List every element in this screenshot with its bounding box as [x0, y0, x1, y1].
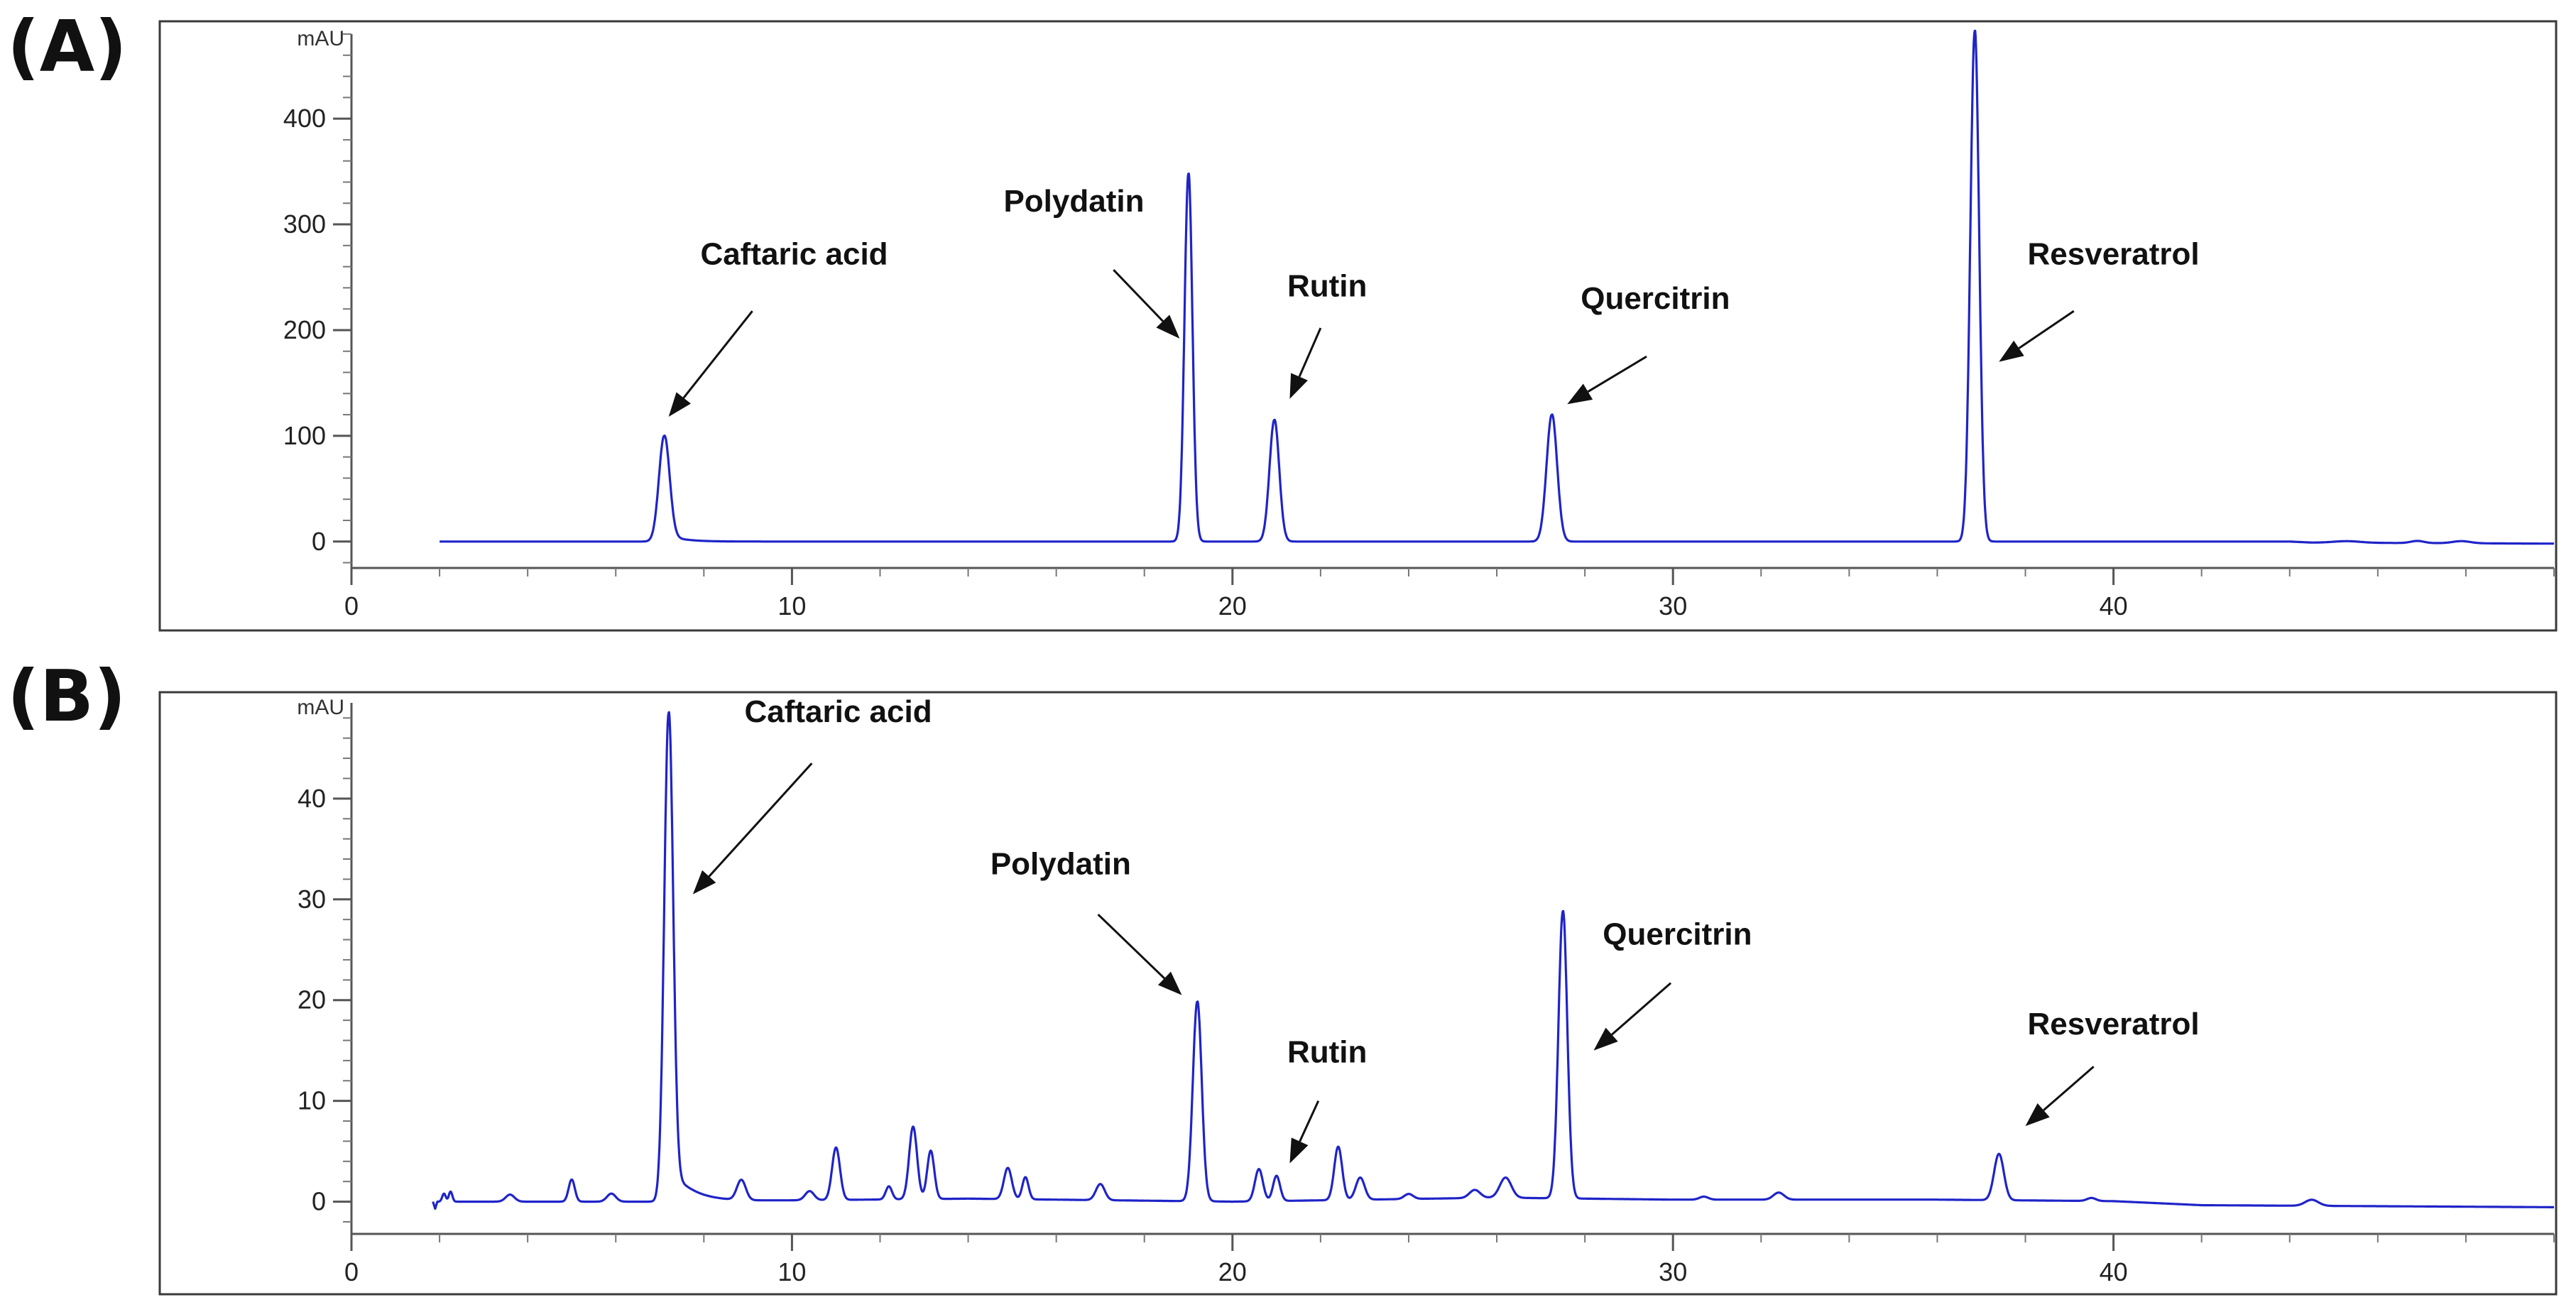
- peak-label: Caftaric acid: [700, 237, 888, 272]
- chart-panel-b: (B) 0 10 20 30 40 0 10 20 30 40 mAU min Caftaric acid…: [7, 655, 2576, 1296]
- x-tick-label: 40: [2100, 1257, 2128, 1286]
- peak-label: Caftaric acid: [744, 694, 932, 729]
- x-unit-label: min: [2558, 1258, 2576, 1281]
- annotation-arrow-line: [682, 310, 753, 399]
- panel-label: (A): [7, 5, 127, 88]
- annotation-arrow-head: [2025, 1103, 2050, 1127]
- x-tick-label: 30: [1659, 1257, 1687, 1286]
- annotation-arrow-line: [2043, 1066, 2095, 1111]
- annotation-arrow-head: [1593, 1027, 1618, 1051]
- chromatogram-trace: [439, 29, 2555, 545]
- annotation-arrow-head: [692, 870, 716, 895]
- annotation-arrow-line: [708, 762, 813, 878]
- annotation-arrow-head: [1289, 1137, 1309, 1164]
- annotation-arrow-line: [1113, 269, 1164, 322]
- y-tick-label: 20: [298, 985, 326, 1015]
- panel-label: (B): [7, 655, 126, 738]
- chart-panel-a: (A) 0 100 200 300 400 0 10 20 30 40 mAU min Caftaric …: [7, 5, 2576, 632]
- annotation-arrow-line: [1299, 1100, 1320, 1142]
- y-tick-label: 300: [283, 209, 326, 239]
- annotation-arrow-line: [1298, 327, 1322, 378]
- annotation-arrow-line: [2018, 310, 2075, 349]
- peak-label: Resveratrol: [2028, 237, 2200, 272]
- annotation-arrow-line: [1097, 913, 1166, 980]
- peak-label: Quercitrin: [1603, 917, 1752, 952]
- y-tick-label: 30: [298, 885, 326, 914]
- peak-label: Rutin: [1287, 268, 1367, 303]
- y-tick-label: 100: [283, 421, 326, 450]
- chromatogram-trace: [432, 711, 2555, 1210]
- x-tick-label: 20: [1218, 591, 1247, 621]
- y-tick-label: 200: [283, 315, 326, 344]
- peak-label: Polydatin: [1003, 184, 1144, 219]
- y-unit-label: mAU: [297, 696, 344, 719]
- y-tick-label: 10: [298, 1086, 326, 1115]
- x-tick-label: 10: [777, 591, 806, 621]
- x-tick-label: 10: [777, 1257, 806, 1286]
- annotation-arrow-head: [1157, 971, 1182, 995]
- x-tick-label: 40: [2100, 591, 2128, 621]
- y-tick-label: 400: [283, 104, 326, 133]
- y-tick-label: 0: [312, 527, 326, 556]
- x-unit-label: min: [2558, 592, 2576, 616]
- annotation-arrow-head: [1999, 340, 2024, 362]
- annotation-arrow-line: [1587, 355, 1647, 393]
- x-tick-label: 0: [344, 591, 359, 621]
- x-tick-label: 0: [344, 1257, 359, 1286]
- y-unit-label: mAU: [297, 27, 344, 50]
- annotation-arrow-head: [1567, 383, 1593, 405]
- peak-label: Resveratrol: [2028, 1007, 2200, 1042]
- peak-label: Quercitrin: [1581, 281, 1730, 316]
- plot-frame: [158, 691, 2558, 1296]
- annotation-arrow-head: [668, 392, 691, 417]
- annotation-arrow-head: [1156, 315, 1180, 339]
- x-tick-label: 20: [1218, 1257, 1247, 1286]
- y-tick-label: 0: [312, 1187, 326, 1216]
- peak-label: Rutin: [1287, 1035, 1367, 1070]
- annotation-arrow-head: [1289, 373, 1308, 399]
- y-tick-label: 40: [298, 784, 326, 813]
- annotation-arrow-line: [1611, 982, 1672, 1036]
- peak-label: Polydatin: [990, 846, 1131, 881]
- plot-frame: [158, 20, 2558, 632]
- x-tick-label: 30: [1659, 591, 1687, 621]
